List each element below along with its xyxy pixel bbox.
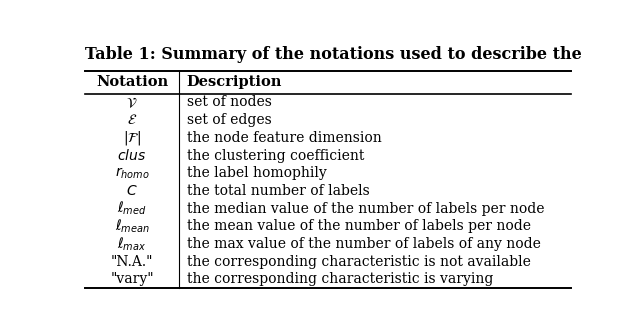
Text: the max value of the number of labels of any node: the max value of the number of labels of…	[187, 237, 541, 251]
Text: the node feature dimension: the node feature dimension	[187, 131, 381, 145]
Text: the clustering coefficient: the clustering coefficient	[187, 149, 364, 163]
Text: the total number of labels: the total number of labels	[187, 184, 369, 198]
Text: $\ell_{mean}$: $\ell_{mean}$	[115, 217, 150, 235]
Text: $r_{homo}$: $r_{homo}$	[115, 166, 150, 181]
Text: "N.A.": "N.A."	[111, 255, 154, 269]
Text: $\ell_{max}$: $\ell_{max}$	[118, 235, 147, 253]
Text: the mean value of the number of labels per node: the mean value of the number of labels p…	[187, 219, 531, 233]
Text: $\ell_{med}$: $\ell_{med}$	[117, 200, 147, 217]
Text: $\mathcal{E}$: $\mathcal{E}$	[127, 113, 137, 127]
Text: "vary": "vary"	[110, 272, 154, 286]
Text: $\mathit{clus}$: $\mathit{clus}$	[118, 148, 147, 163]
Text: set of nodes: set of nodes	[187, 95, 271, 110]
Text: set of edges: set of edges	[187, 113, 271, 127]
Text: the corresponding characteristic is not available: the corresponding characteristic is not …	[187, 255, 531, 269]
Text: Description: Description	[187, 75, 282, 89]
Text: the median value of the number of labels per node: the median value of the number of labels…	[187, 202, 544, 215]
Text: the corresponding characteristic is varying: the corresponding characteristic is vary…	[187, 272, 493, 286]
Text: $|\mathcal{F}|$: $|\mathcal{F}|$	[123, 129, 141, 147]
Text: Notation: Notation	[96, 75, 168, 89]
Text: $\mathit{C}$: $\mathit{C}$	[126, 184, 138, 198]
Text: $\mathcal{V}$: $\mathcal{V}$	[126, 95, 138, 110]
Text: Table 1: Summary of the notations used to describe the: Table 1: Summary of the notations used t…	[85, 46, 582, 63]
Text: the label homophily: the label homophily	[187, 166, 326, 180]
